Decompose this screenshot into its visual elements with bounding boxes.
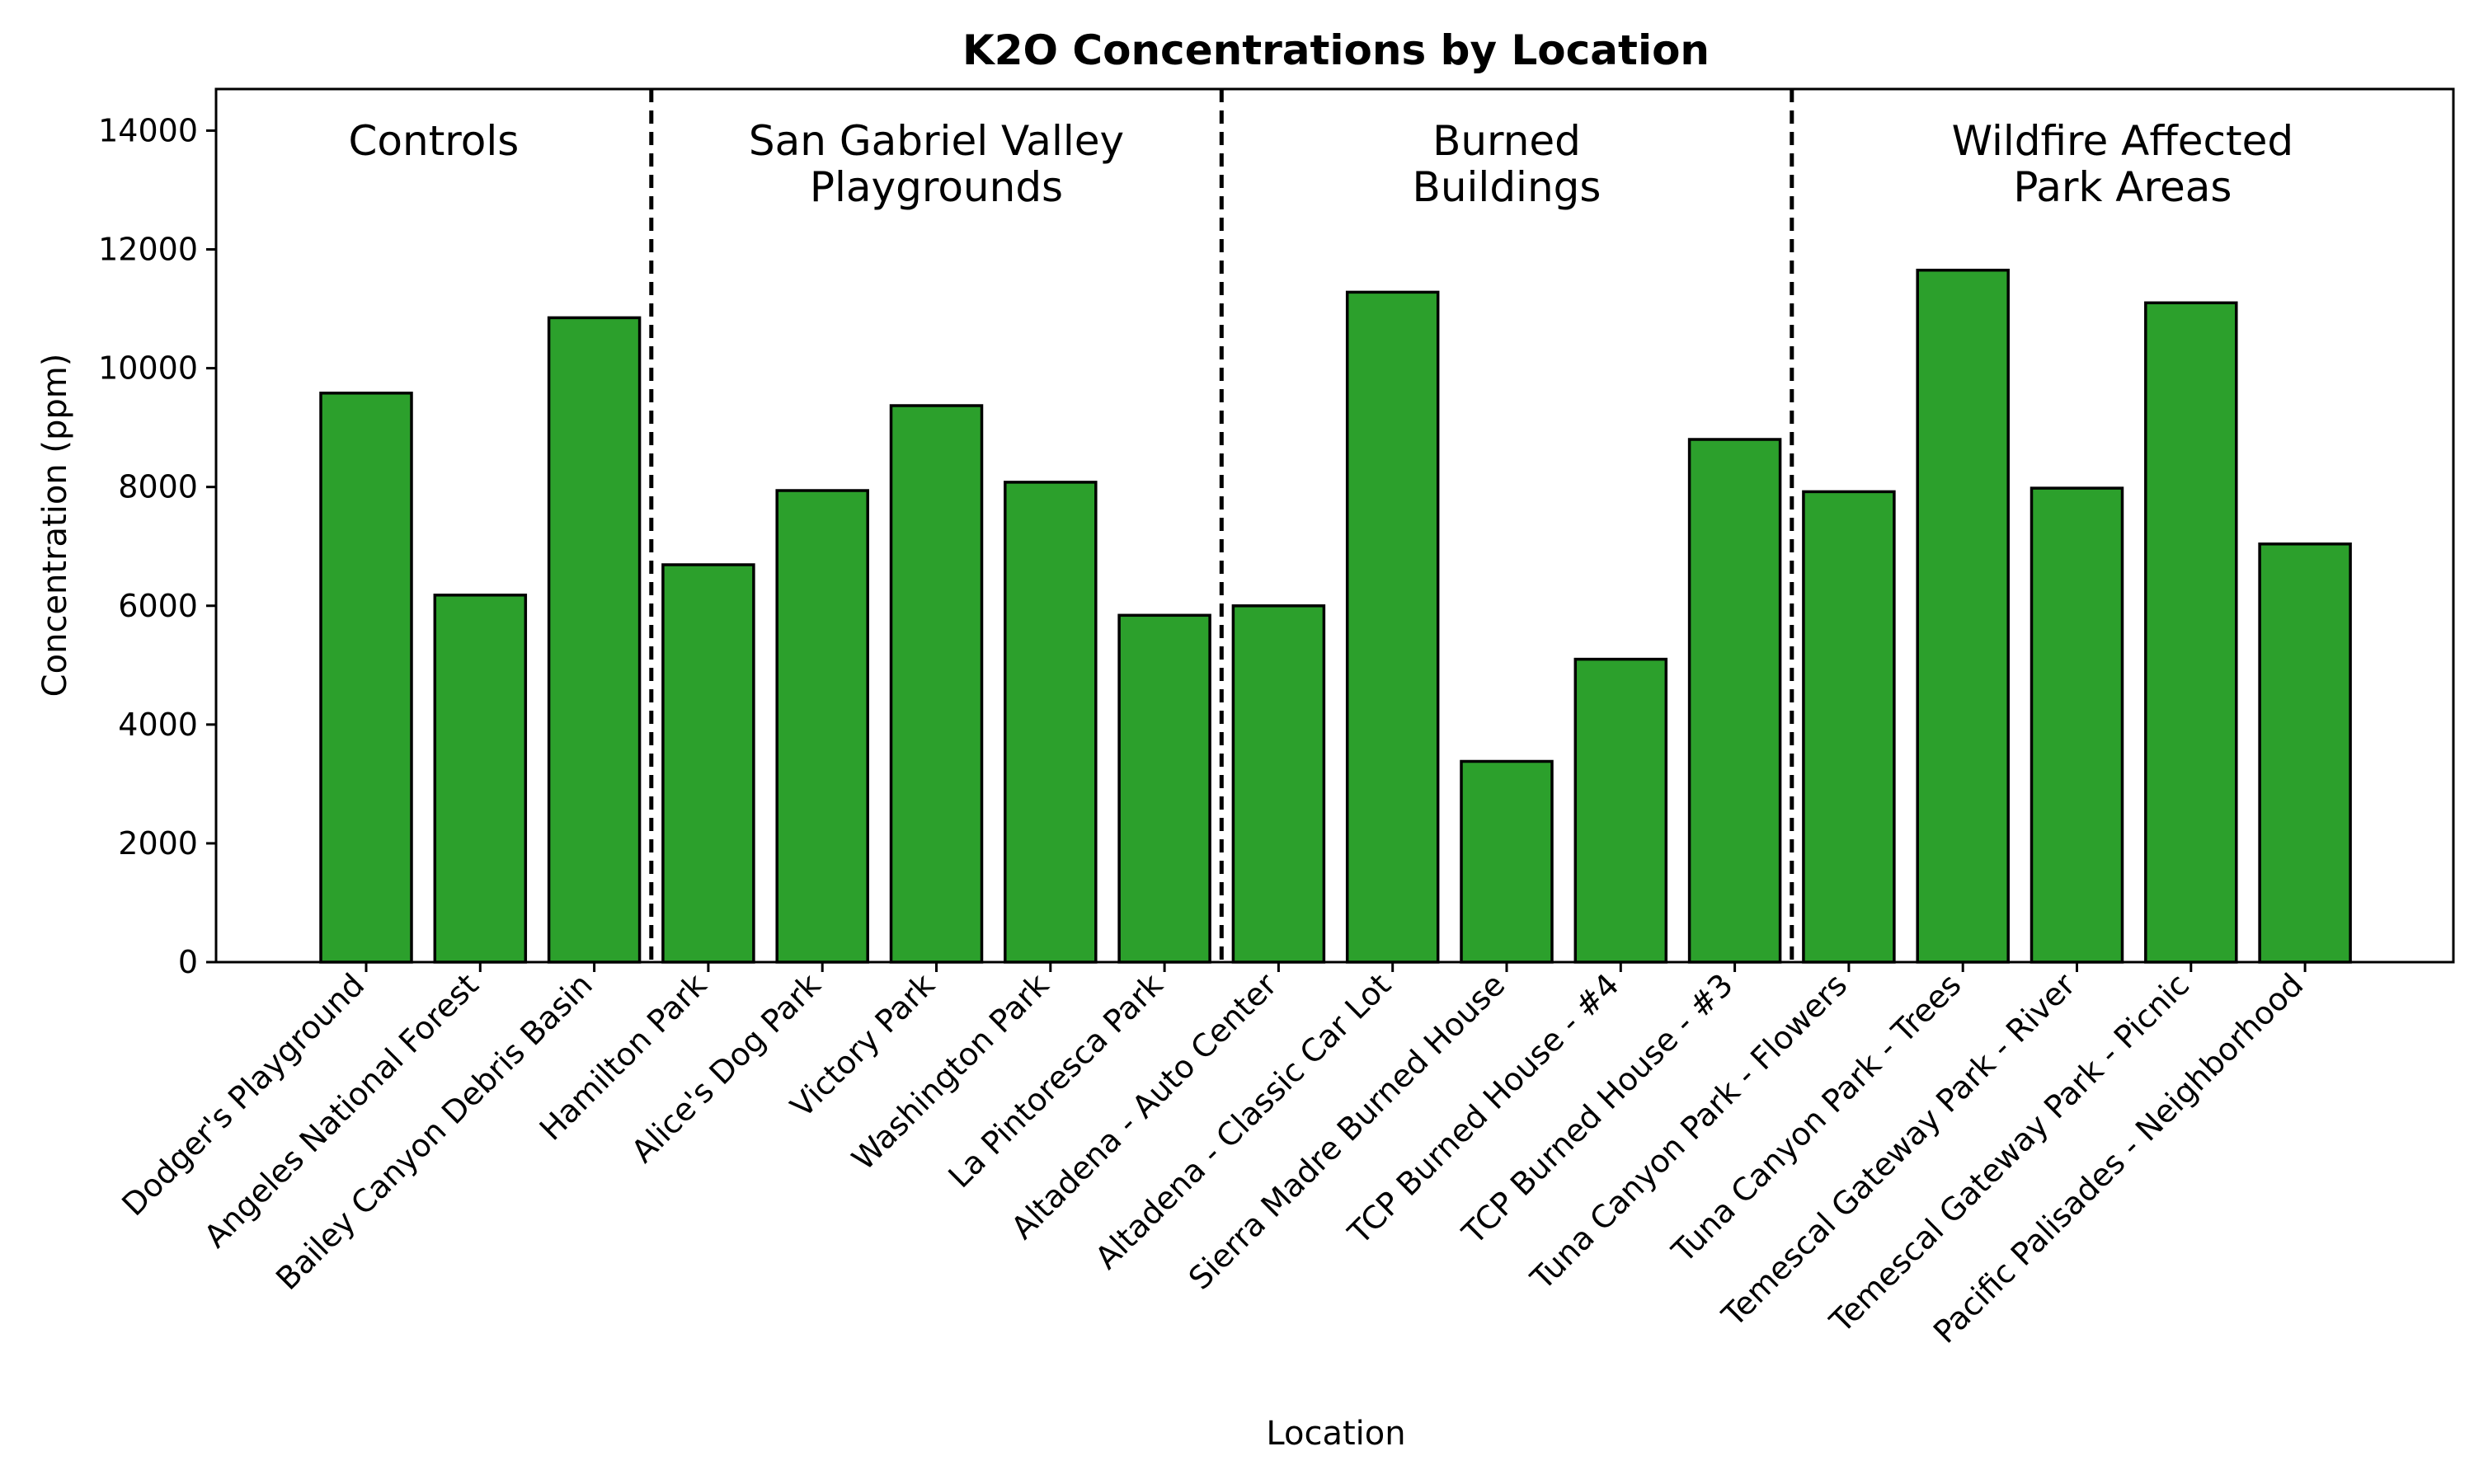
y-tick-label: 0 xyxy=(178,944,198,980)
x-axis-label: Location xyxy=(1266,1415,1405,1453)
bar xyxy=(1117,613,1211,964)
group-label: Buildings xyxy=(1413,163,1602,211)
bar xyxy=(2258,542,2352,964)
y-tick-label: 10000 xyxy=(98,350,198,387)
bar xyxy=(661,563,755,964)
chart-title: K2O Concentrations by Location xyxy=(962,26,1710,74)
bar xyxy=(1802,490,1896,964)
y-axis-label: Concentration (ppm) xyxy=(36,354,74,697)
y-tick-label: 4000 xyxy=(118,707,198,743)
y-tick-label: 12000 xyxy=(98,232,198,268)
bar-series xyxy=(319,268,2352,964)
bar xyxy=(547,316,642,964)
group-label: Wildfire Affected xyxy=(1952,117,2293,165)
y-tick-label: 6000 xyxy=(118,588,198,624)
x-tick-label: La Pintoresca Park xyxy=(941,966,1169,1195)
bar xyxy=(1004,481,1098,964)
bar xyxy=(319,392,413,964)
bar xyxy=(1687,438,1782,964)
y-tick-label: 14000 xyxy=(98,112,198,148)
bar xyxy=(1231,604,1326,964)
bar xyxy=(1345,290,1440,964)
group-label: Controls xyxy=(349,117,520,165)
y-tick-label: 2000 xyxy=(118,825,198,862)
group-label: Park Areas xyxy=(2013,163,2232,211)
group-label: Playgrounds xyxy=(810,163,1063,211)
bar xyxy=(2030,486,2124,964)
bar xyxy=(1916,268,2010,964)
x-tick-label: Alice's Dog Park xyxy=(624,966,827,1169)
group-label: San Gabriel Valley xyxy=(749,117,1124,165)
y-tick-label: 8000 xyxy=(118,469,198,505)
bar xyxy=(1460,759,1554,964)
bar xyxy=(889,404,984,964)
plot-frame xyxy=(214,87,2455,964)
group-separators xyxy=(649,89,1794,962)
bar xyxy=(1573,657,1668,964)
bar xyxy=(775,489,869,964)
bar xyxy=(433,594,528,964)
x-tick-label: Washington Park xyxy=(845,966,1056,1177)
y-axis: 0 2000 4000 6000 8000 10000 12000 14000 xyxy=(98,112,216,980)
bar xyxy=(2144,301,2238,964)
group-label: Burned xyxy=(1432,117,1581,165)
